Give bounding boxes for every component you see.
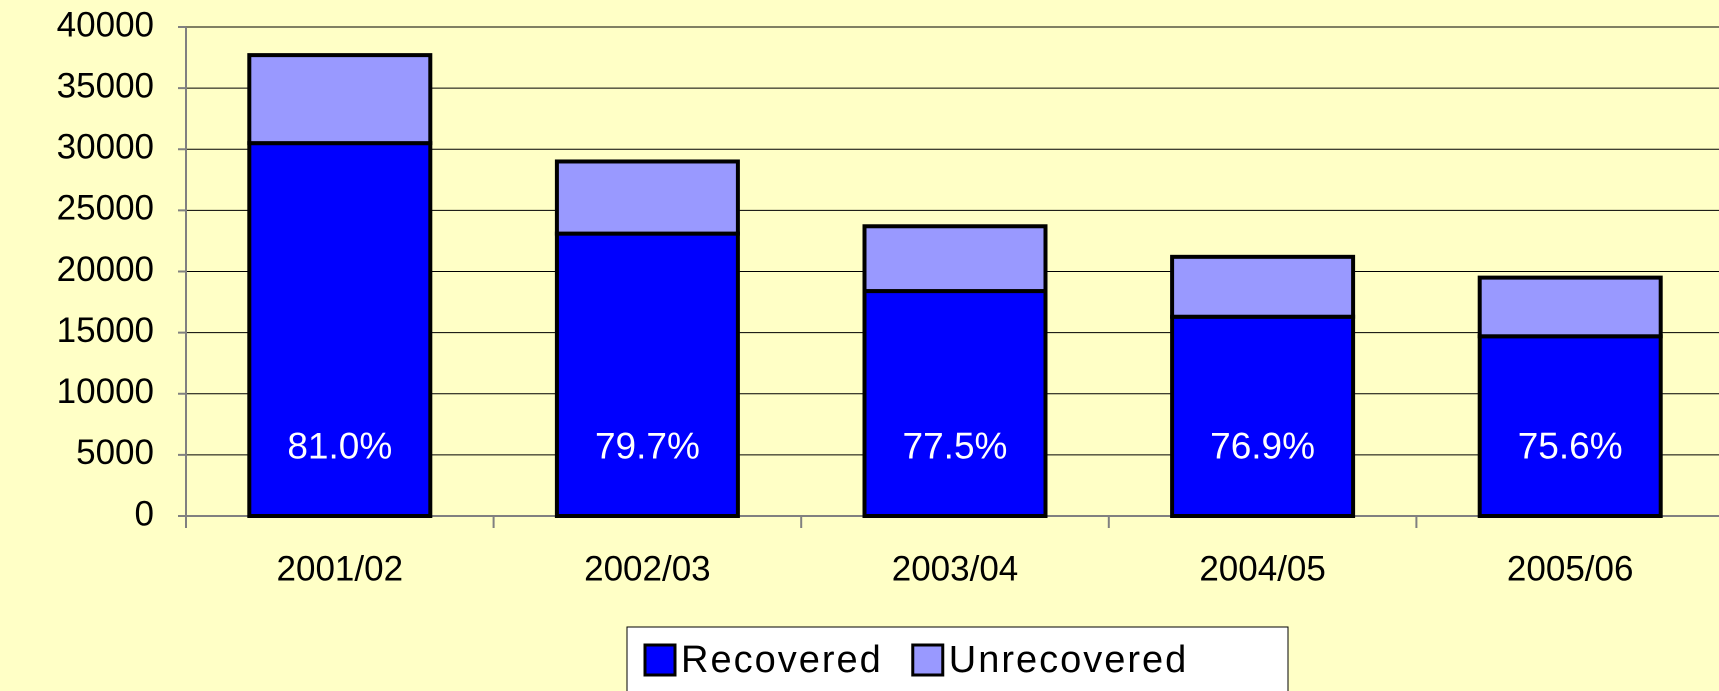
y-tick-label: 5000 xyxy=(76,433,154,472)
bar-segment xyxy=(1477,275,1663,339)
y-tick-label: 40000 xyxy=(57,5,154,44)
bar-segment xyxy=(1170,254,1356,319)
x-tick-label: 2001/02 xyxy=(277,549,404,588)
legend-label: Unrecovered xyxy=(949,639,1189,681)
legend-box xyxy=(626,626,1289,691)
bar-segment xyxy=(862,289,1048,518)
bar-annotation: 76.9% xyxy=(1210,426,1315,467)
bar-annotation: 81.0% xyxy=(287,426,392,467)
y-tick-label: 15000 xyxy=(57,311,154,350)
legend-swatch xyxy=(643,643,677,677)
bar-annotation: 77.5% xyxy=(903,426,1008,467)
y-tick-label: 0 xyxy=(135,494,154,533)
y-tick-label: 30000 xyxy=(57,128,154,167)
y-tick-label: 35000 xyxy=(57,66,154,105)
y-tick-label: 10000 xyxy=(57,372,154,411)
bar-segment xyxy=(554,231,740,518)
legend-swatch xyxy=(911,643,945,677)
bar-annotation: 75.6% xyxy=(1518,426,1623,467)
y-tick-label: 25000 xyxy=(57,189,154,228)
x-tick-label: 2005/06 xyxy=(1507,549,1634,588)
x-tick-label: 2004/05 xyxy=(1199,549,1326,588)
bar-segment xyxy=(1477,334,1663,519)
bar-segment xyxy=(554,159,740,236)
x-tick-label: 2003/04 xyxy=(892,549,1019,588)
x-tick-label: 2002/03 xyxy=(584,549,711,588)
y-tick-label: 20000 xyxy=(57,250,154,289)
bar-annotation: 79.7% xyxy=(595,426,700,467)
bar-segment xyxy=(247,53,433,146)
bar-segment xyxy=(1170,314,1356,519)
bar-segment xyxy=(862,224,1048,294)
legend-label: Recovered xyxy=(681,639,883,681)
